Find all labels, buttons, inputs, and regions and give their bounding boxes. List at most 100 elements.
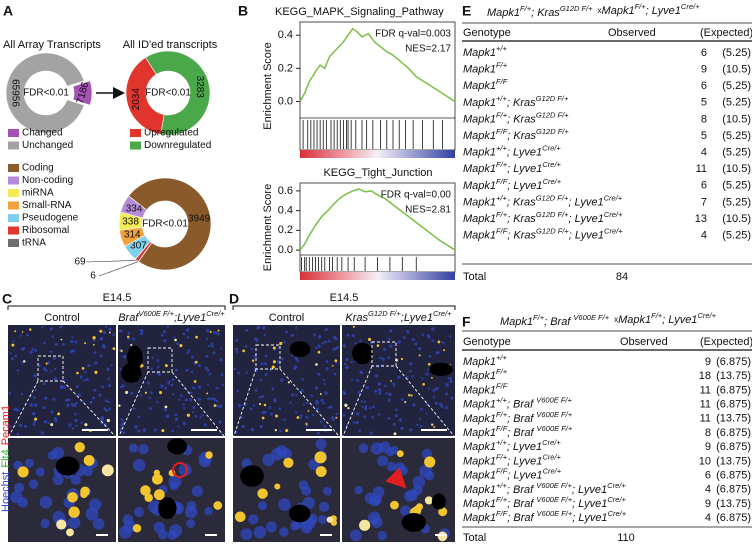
text-segment: ; Kras xyxy=(507,230,536,242)
expected: (5.25) xyxy=(722,80,751,92)
nucleus xyxy=(169,481,179,491)
nucleus xyxy=(280,357,284,361)
nucleus xyxy=(365,386,370,390)
nucleus xyxy=(85,377,89,381)
nucleus xyxy=(89,400,93,404)
genotype: Mapk1F/F; Braf V600E F/+; Lyve1Cre/+ xyxy=(463,509,627,524)
observed: 9 xyxy=(705,356,711,368)
expected: (6.875) xyxy=(716,427,751,439)
nucleus xyxy=(387,356,391,360)
nucleus xyxy=(333,372,337,376)
nucleus xyxy=(327,406,330,409)
nucleus xyxy=(83,379,86,382)
column-header: (Expected) xyxy=(700,336,752,348)
superscript: F/+ xyxy=(651,311,663,320)
nucleus xyxy=(324,340,328,344)
nucleus xyxy=(132,459,146,472)
nucleus xyxy=(215,399,219,403)
nucleus xyxy=(35,467,45,477)
panel-label: A xyxy=(3,3,13,19)
vessel-signal xyxy=(29,328,32,331)
nucleus xyxy=(43,396,48,400)
nucleus xyxy=(261,395,265,399)
vessel-signal xyxy=(334,359,338,363)
text-segment: Mapk1 xyxy=(463,163,496,175)
nucleus xyxy=(176,342,180,346)
expected: (6.875) xyxy=(716,441,751,453)
vessel-signal xyxy=(84,423,88,427)
nucleus xyxy=(182,332,186,336)
expected: (6.875) xyxy=(716,356,751,368)
nucleus xyxy=(8,424,11,428)
nucleus xyxy=(104,325,108,328)
vessel-signal xyxy=(305,423,308,426)
vessel-signal xyxy=(344,403,348,407)
nucleus xyxy=(134,425,138,429)
value-label: 334 xyxy=(126,203,143,214)
nucleus xyxy=(26,333,29,337)
nucleus xyxy=(394,414,399,418)
genotype: Mapk1+/+; KrasG12D F/+ xyxy=(463,94,569,109)
legend-swatch xyxy=(8,176,19,185)
nucleus xyxy=(374,389,378,393)
nucleus xyxy=(408,369,412,373)
nucleus xyxy=(39,496,53,509)
superscript: F/+ xyxy=(635,2,647,11)
superscript: Cre/+ xyxy=(604,227,623,236)
nucleus xyxy=(102,330,107,334)
superscript: F/F xyxy=(496,424,508,433)
vessel-signal xyxy=(359,519,371,531)
nucleus xyxy=(378,391,382,395)
pointer-arrow xyxy=(385,467,407,489)
nucleus xyxy=(171,378,175,381)
text-segment: ; Braf xyxy=(507,498,536,510)
nucleus xyxy=(92,518,105,530)
genotype: Mapk1+/+; Braf V600E F/+; Lyve1Cre/+ xyxy=(463,481,626,496)
text-segment: Mapk1 xyxy=(463,356,496,368)
vessel-signal xyxy=(427,362,431,366)
nucleus xyxy=(240,528,253,541)
genotype: Mapk1F/F; KrasG12D F/+; Lyve1Cre/+ xyxy=(463,227,623,242)
nucleus xyxy=(435,351,439,355)
nucleus xyxy=(43,420,48,424)
superscript: F/F xyxy=(496,509,508,518)
nucleus xyxy=(318,501,330,512)
nucleus xyxy=(263,362,267,366)
nucleus xyxy=(392,422,396,426)
nucleus xyxy=(74,412,77,416)
nucleus xyxy=(185,328,190,332)
nucleus xyxy=(387,416,391,420)
nucleus xyxy=(317,344,321,348)
text-segment: ; Kras xyxy=(507,97,536,109)
nucleus xyxy=(248,514,259,525)
nucleus xyxy=(25,458,34,468)
text-segment: ; Kras xyxy=(507,213,536,225)
nucleus xyxy=(183,406,186,410)
y-tick-label: 0.2 xyxy=(278,62,293,74)
text-segment: Mapk1 xyxy=(463,213,496,225)
nucleus xyxy=(32,396,36,400)
panel-label: F xyxy=(462,314,471,330)
nucleus xyxy=(432,395,436,399)
nucleus xyxy=(358,429,362,433)
nucleus xyxy=(294,356,298,361)
vessel-signal xyxy=(130,343,133,346)
nucleus xyxy=(411,337,415,342)
vessel-signal xyxy=(400,357,404,361)
nucleus xyxy=(398,418,402,422)
nucleus xyxy=(322,378,326,382)
nucleus xyxy=(198,397,202,401)
nucleus xyxy=(148,407,152,411)
void xyxy=(289,341,311,357)
text-segment: ; Braf xyxy=(507,512,536,524)
nucleus xyxy=(260,362,264,366)
nucleus xyxy=(213,397,217,401)
nucleus xyxy=(43,341,46,345)
nucleus xyxy=(302,403,305,406)
text-segment: ; Lyve1 xyxy=(662,314,697,326)
nucleus xyxy=(186,519,196,528)
nucleus xyxy=(276,360,280,364)
text-segment: Mapk1 xyxy=(463,370,496,382)
nucleus xyxy=(310,394,314,398)
nucleus xyxy=(377,530,387,541)
